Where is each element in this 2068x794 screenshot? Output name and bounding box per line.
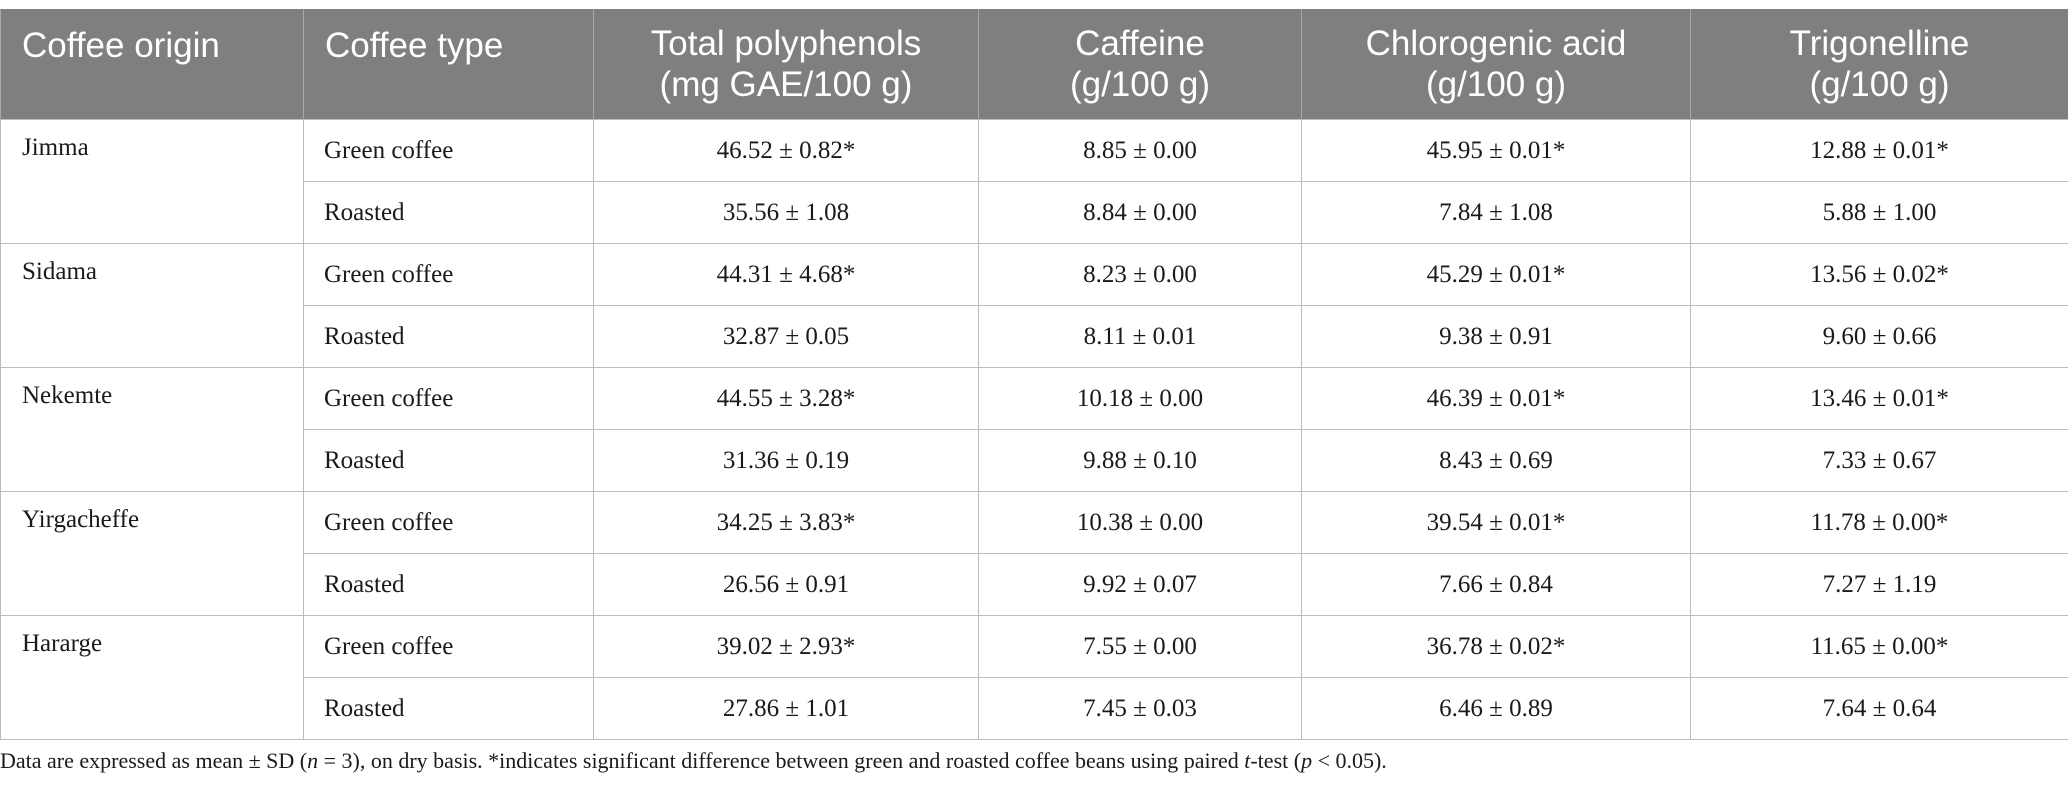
polyphenols-cell: 32.87 ± 0.05	[593, 305, 979, 368]
coffee-type-cell: Green coffee	[303, 367, 594, 430]
header-chlorogenic-acid: Chlorogenic acid (g/100 g)	[1301, 9, 1691, 120]
caffeine-cell: 9.92 ± 0.07	[978, 553, 1302, 616]
origin-cell: Sidama	[0, 243, 304, 368]
table-row: Jimma Green coffee 46.52 ± 0.82* 8.85 ± …	[0, 119, 2068, 244]
origin-cell: Jimma	[0, 119, 304, 244]
polyphenols-cell: 39.02 ± 2.93*	[593, 615, 979, 678]
header-coffee-type: Coffee type	[303, 9, 594, 120]
header-chlorogenic-acid-label: Chlorogenic acid	[1365, 24, 1627, 63]
origin-cell: Hararge	[0, 615, 304, 740]
caffeine-cell: 8.84 ± 0.00	[978, 181, 1302, 244]
coffee-type-cell: Green coffee	[303, 491, 594, 554]
table-row: Sidama Green coffee 44.31 ± 4.68* 8.23 ±…	[0, 243, 2068, 368]
polyphenols-cell: 44.31 ± 4.68*	[593, 243, 979, 306]
chlorogenic-acid-cell: 45.95 ± 0.01*	[1301, 119, 1691, 182]
caffeine-cell: 7.55 ± 0.00	[978, 615, 1302, 678]
table-row: Nekemte Green coffee 44.55 ± 3.28* 10.18…	[0, 367, 2068, 492]
header-coffee-origin-label: Coffee origin	[22, 26, 220, 65]
caffeine-cell: 8.11 ± 0.01	[978, 305, 1302, 368]
coffee-type-cell: Green coffee	[303, 119, 594, 182]
footnote-text-4: < 0.05).	[1312, 748, 1387, 773]
footnote-text-2: = 3), on dry basis. *indicates significa…	[318, 748, 1245, 773]
chlorogenic-acid-cell: 8.43 ± 0.69	[1301, 429, 1691, 492]
header-total-polyphenols-label: Total polyphenols	[650, 24, 922, 63]
header-chlorogenic-acid-unit: (g/100 g)	[1425, 65, 1567, 104]
trigonelline-cell: 13.46 ± 0.01*	[1690, 367, 2068, 430]
trigonelline-cell: 11.65 ± 0.00*	[1690, 615, 2068, 678]
header-row: Coffee origin Coffee type Total polyphen…	[0, 9, 2068, 120]
footnote-n-variable: n	[307, 748, 319, 773]
caffeine-cell: 8.85 ± 0.00	[978, 119, 1302, 182]
polyphenols-cell: 44.55 ± 3.28*	[593, 367, 979, 430]
caffeine-cell: 7.45 ± 0.03	[978, 677, 1302, 740]
data-table-container: Coffee origin Coffee type Total polyphen…	[0, 9, 2068, 740]
polyphenols-cell: 34.25 ± 3.83*	[593, 491, 979, 554]
table-row: Yirgacheffe Green coffee 34.25 ± 3.83* 1…	[0, 491, 2068, 616]
coffee-type-cell: Roasted	[303, 553, 594, 616]
trigonelline-cell: 13.56 ± 0.02*	[1690, 243, 2068, 306]
coffee-type-cell: Roasted	[303, 677, 594, 740]
table-row: Roasted 26.56 ± 0.91 9.92 ± 0.07 7.66 ± …	[1, 553, 2068, 616]
trigonelline-cell: 7.64 ± 0.64	[1690, 677, 2068, 740]
trigonelline-cell: 7.33 ± 0.67	[1690, 429, 2068, 492]
trigonelline-cell: 12.88 ± 0.01*	[1690, 119, 2068, 182]
trigonelline-cell: 11.78 ± 0.00*	[1690, 491, 2068, 554]
header-coffee-origin: Coffee origin	[0, 9, 304, 120]
table-row: Roasted 31.36 ± 0.19 9.88 ± 0.10 8.43 ± …	[1, 429, 2068, 492]
table-header: Coffee origin Coffee type Total polyphen…	[0, 9, 2068, 120]
footnote-text-1: Data are expressed as mean ± SD (	[0, 748, 308, 773]
header-caffeine-label: Caffeine	[1075, 24, 1205, 63]
table-row: Roasted 27.86 ± 1.01 7.45 ± 0.03 6.46 ± …	[1, 677, 2068, 740]
table-row: Hararge Green coffee 39.02 ± 2.93* 7.55 …	[0, 615, 2068, 740]
footnote-t-variable: t	[1244, 748, 1251, 773]
caffeine-cell: 9.88 ± 0.10	[978, 429, 1302, 492]
caffeine-cell: 8.23 ± 0.00	[978, 243, 1302, 306]
polyphenols-cell: 46.52 ± 0.82*	[593, 119, 979, 182]
coffee-type-cell: Roasted	[303, 181, 594, 244]
header-total-polyphenols-unit: (mg GAE/100 g)	[659, 65, 913, 104]
chlorogenic-acid-cell: 46.39 ± 0.01*	[1301, 367, 1691, 430]
trigonelline-cell: 5.88 ± 1.00	[1690, 181, 2068, 244]
polyphenols-cell: 31.36 ± 0.19	[593, 429, 979, 492]
polyphenols-cell: 26.56 ± 0.91	[593, 553, 979, 616]
header-coffee-type-label: Coffee type	[325, 26, 504, 65]
polyphenols-cell: 27.86 ± 1.01	[593, 677, 979, 740]
header-trigonelline: Trigonelline (g/100 g)	[1690, 9, 2068, 120]
coffee-composition-table: Coffee origin Coffee type Total polyphen…	[0, 9, 2068, 740]
coffee-type-cell: Roasted	[303, 305, 594, 368]
chlorogenic-acid-cell: 6.46 ± 0.89	[1301, 677, 1691, 740]
table-footnote: Data are expressed as mean ± SD (n = 3),…	[0, 748, 1387, 774]
table-row: Roasted 35.56 ± 1.08 8.84 ± 0.00 7.84 ± …	[1, 181, 2068, 244]
chlorogenic-acid-cell: 45.29 ± 0.01*	[1301, 243, 1691, 306]
chlorogenic-acid-cell: 7.84 ± 1.08	[1301, 181, 1691, 244]
table-body: Jimma Green coffee 46.52 ± 0.82* 8.85 ± …	[0, 119, 2068, 740]
chlorogenic-acid-cell: 9.38 ± 0.91	[1301, 305, 1691, 368]
chlorogenic-acid-cell: 7.66 ± 0.84	[1301, 553, 1691, 616]
origin-cell: Yirgacheffe	[0, 491, 304, 616]
header-trigonelline-unit: (g/100 g)	[1809, 65, 1950, 104]
table-row: Roasted 32.87 ± 0.05 8.11 ± 0.01 9.38 ± …	[1, 305, 2068, 368]
coffee-type-cell: Green coffee	[303, 243, 594, 306]
trigonelline-cell: 7.27 ± 1.19	[1690, 553, 2068, 616]
chlorogenic-acid-cell: 36.78 ± 0.02*	[1301, 615, 1691, 678]
chlorogenic-acid-cell: 39.54 ± 0.01*	[1301, 491, 1691, 554]
polyphenols-cell: 35.56 ± 1.08	[593, 181, 979, 244]
footnote-p-variable: p	[1301, 748, 1313, 773]
header-total-polyphenols: Total polyphenols (mg GAE/100 g)	[593, 9, 979, 120]
caffeine-cell: 10.18 ± 0.00	[978, 367, 1302, 430]
coffee-type-cell: Green coffee	[303, 615, 594, 678]
header-trigonelline-label: Trigonelline	[1789, 24, 1970, 63]
caffeine-cell: 10.38 ± 0.00	[978, 491, 1302, 554]
trigonelline-cell: 9.60 ± 0.66	[1690, 305, 2068, 368]
header-caffeine: Caffeine (g/100 g)	[978, 9, 1302, 120]
origin-cell: Nekemte	[0, 367, 304, 492]
header-caffeine-unit: (g/100 g)	[1069, 65, 1211, 104]
coffee-type-cell: Roasted	[303, 429, 594, 492]
footnote-text-3: -test (	[1250, 748, 1302, 773]
